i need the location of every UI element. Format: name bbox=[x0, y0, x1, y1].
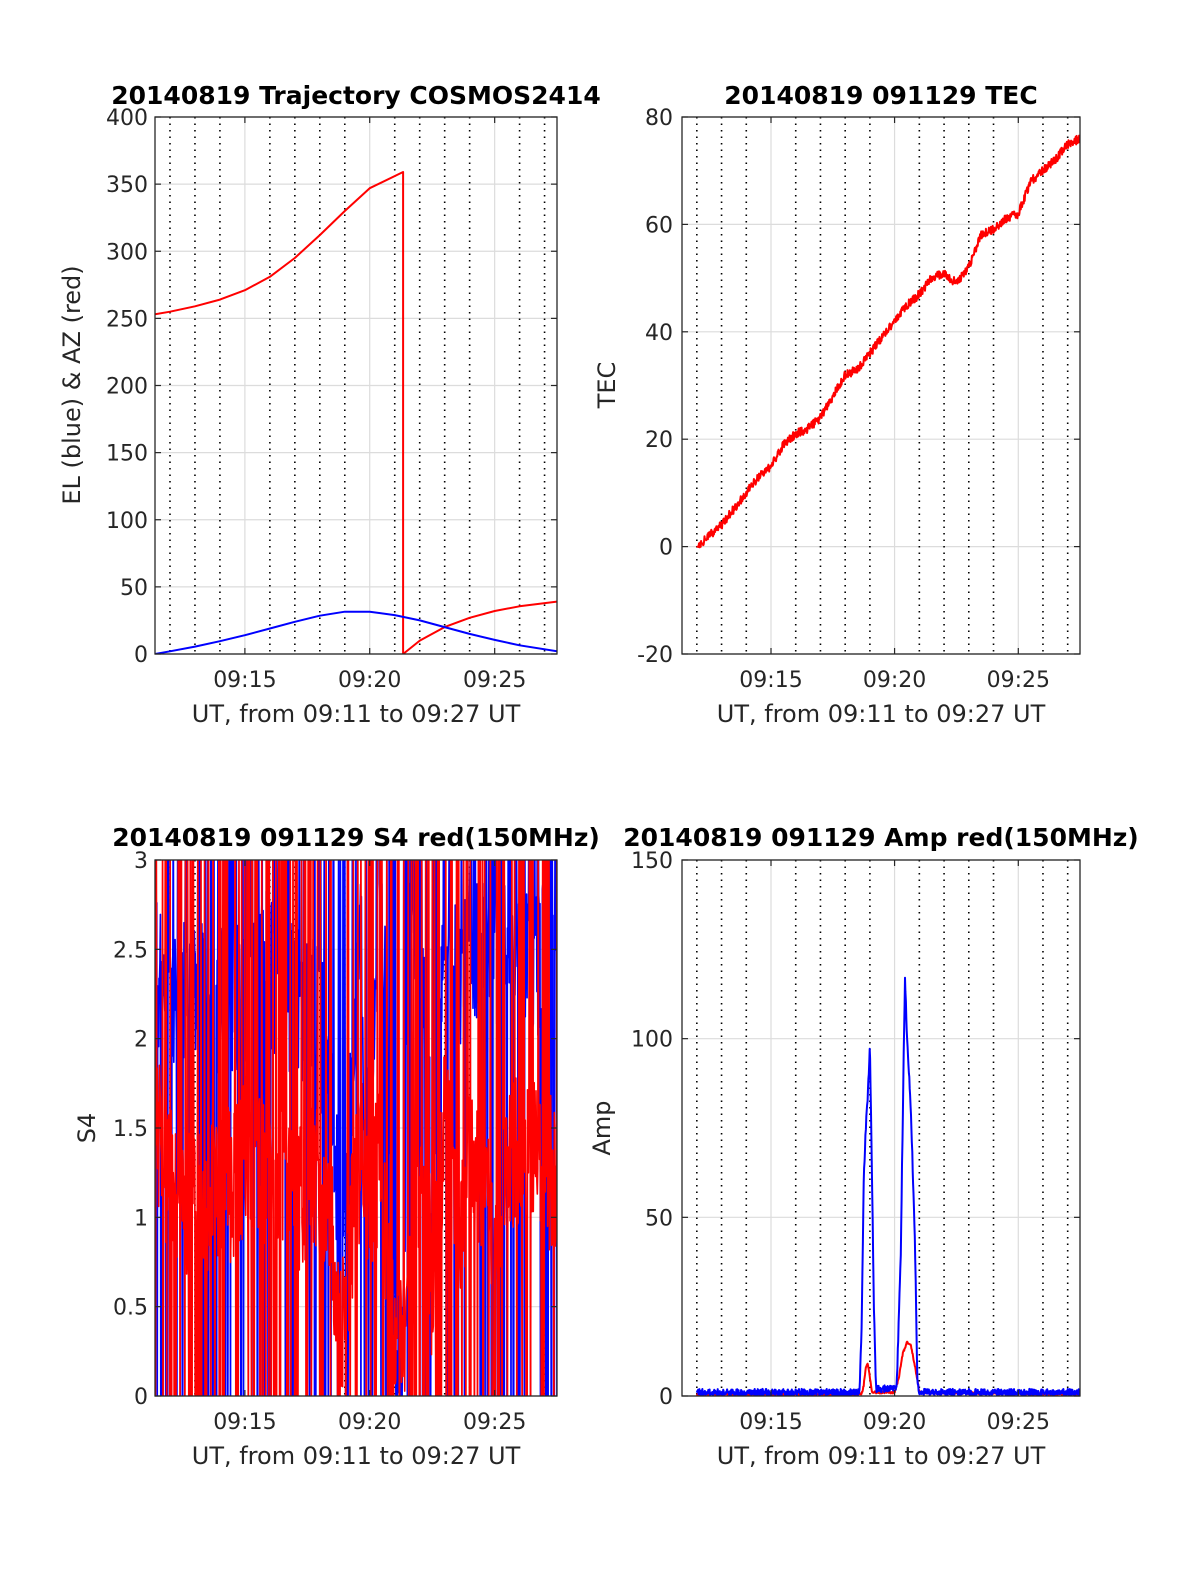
y-tick-label: 200 bbox=[106, 375, 148, 400]
s4-ylabel: S4 bbox=[73, 1113, 101, 1144]
axes-box bbox=[681, 116, 1081, 655]
y-tick-label: 0 bbox=[134, 1385, 148, 1410]
y-tick-label: 1 bbox=[134, 1206, 148, 1231]
y-tick-label: 0 bbox=[134, 643, 148, 668]
y-tick-label: 350 bbox=[106, 173, 148, 198]
x-tick-label: 09:15 bbox=[213, 1410, 276, 1435]
amp-ylabel: Amp bbox=[588, 1100, 616, 1155]
y-tick-label: -20 bbox=[637, 643, 673, 668]
amp-xlabel: UT, from 09:11 to 09:27 UT bbox=[717, 1442, 1046, 1470]
x-tick-label: 09:20 bbox=[338, 668, 401, 693]
y-tick-label: 50 bbox=[645, 1206, 673, 1231]
trajectory-plot: 0 50 100 150 200 250 300 350 400 09:15 09:20 09:25 2… bbox=[58, 81, 601, 728]
x-tick-label: 09:15 bbox=[739, 668, 802, 693]
y-tick-label: 80 bbox=[645, 106, 673, 131]
series-line bbox=[155, 860, 557, 1396]
y-tick-label: 300 bbox=[106, 240, 148, 265]
y-tick-label: 2 bbox=[134, 1028, 148, 1053]
series-line bbox=[695, 976, 1080, 1396]
tec-title: 20140819 091129 TEC bbox=[724, 81, 1037, 110]
s4-title: 20140819 091129 S4 red(150MHz) bbox=[112, 823, 600, 852]
x-tick-label: 09:25 bbox=[463, 668, 526, 693]
y-tick-label: 0.5 bbox=[113, 1296, 148, 1321]
x-tick-label: 09:15 bbox=[213, 668, 276, 693]
series-line bbox=[155, 610, 557, 654]
y-tick-label: 100 bbox=[631, 1028, 673, 1053]
y-tick-label: 250 bbox=[106, 307, 148, 332]
trajectory-ylabel: EL (blue) & AZ (red) bbox=[58, 265, 86, 504]
plot-area bbox=[155, 860, 557, 1396]
axes-box bbox=[681, 859, 1081, 1397]
y-tick-label: 20 bbox=[645, 428, 673, 453]
y-tick-label: 0 bbox=[659, 536, 673, 561]
trajectory-xlabel: UT, from 09:11 to 09:27 UT bbox=[192, 700, 521, 728]
x-tick-label: 09:15 bbox=[739, 1410, 802, 1435]
y-tick-label: 3 bbox=[134, 849, 148, 874]
trajectory-title: 20140819 Trajectory COSMOS2414 bbox=[111, 81, 601, 110]
tec-xlabel: UT, from 09:11 to 09:27 UT bbox=[717, 700, 1046, 728]
y-tick-label: 150 bbox=[106, 442, 148, 467]
series-line bbox=[155, 171, 557, 654]
s4-xlabel: UT, from 09:11 to 09:27 UT bbox=[192, 1442, 521, 1470]
x-tick-label: 09:20 bbox=[863, 1410, 926, 1435]
amp-title: 20140819 091129 Amp red(150MHz) bbox=[623, 823, 1139, 852]
y-tick-label: 50 bbox=[120, 576, 148, 601]
y-tick-label: 150 bbox=[631, 849, 673, 874]
x-tick-label: 09:25 bbox=[987, 1410, 1050, 1435]
series-line bbox=[696, 134, 1080, 549]
plot-area bbox=[696, 134, 1080, 549]
y-tick-label: 0 bbox=[659, 1385, 673, 1410]
plot-area bbox=[695, 976, 1080, 1396]
x-tick-label: 09:20 bbox=[863, 668, 926, 693]
y-tick-label: 400 bbox=[106, 106, 148, 131]
y-tick-label: 2.5 bbox=[113, 938, 148, 963]
y-tick-label: 60 bbox=[645, 213, 673, 238]
y-tick-label: 1.5 bbox=[113, 1117, 148, 1142]
amp-plot: 0 50 100 150 09:15 09:20 09:25 20140819 091129 … bbox=[588, 823, 1139, 1470]
tec-plot: -20 0 20 40 60 80 09:15 09:20 09:25 20140819 0911… bbox=[593, 81, 1081, 728]
s4-plot: 0 0.5 1 1.5 2 2.5 3 09:15 09:20 09:25 20140819 091… bbox=[73, 823, 600, 1470]
tec-ylabel: TEC bbox=[593, 362, 621, 410]
x-tick-label: 09:25 bbox=[463, 1410, 526, 1435]
x-tick-label: 09:20 bbox=[338, 1410, 401, 1435]
y-tick-label: 40 bbox=[645, 321, 673, 346]
y-tick-label: 100 bbox=[106, 509, 148, 534]
x-tick-label: 09:25 bbox=[987, 668, 1050, 693]
plot-area bbox=[155, 171, 557, 654]
